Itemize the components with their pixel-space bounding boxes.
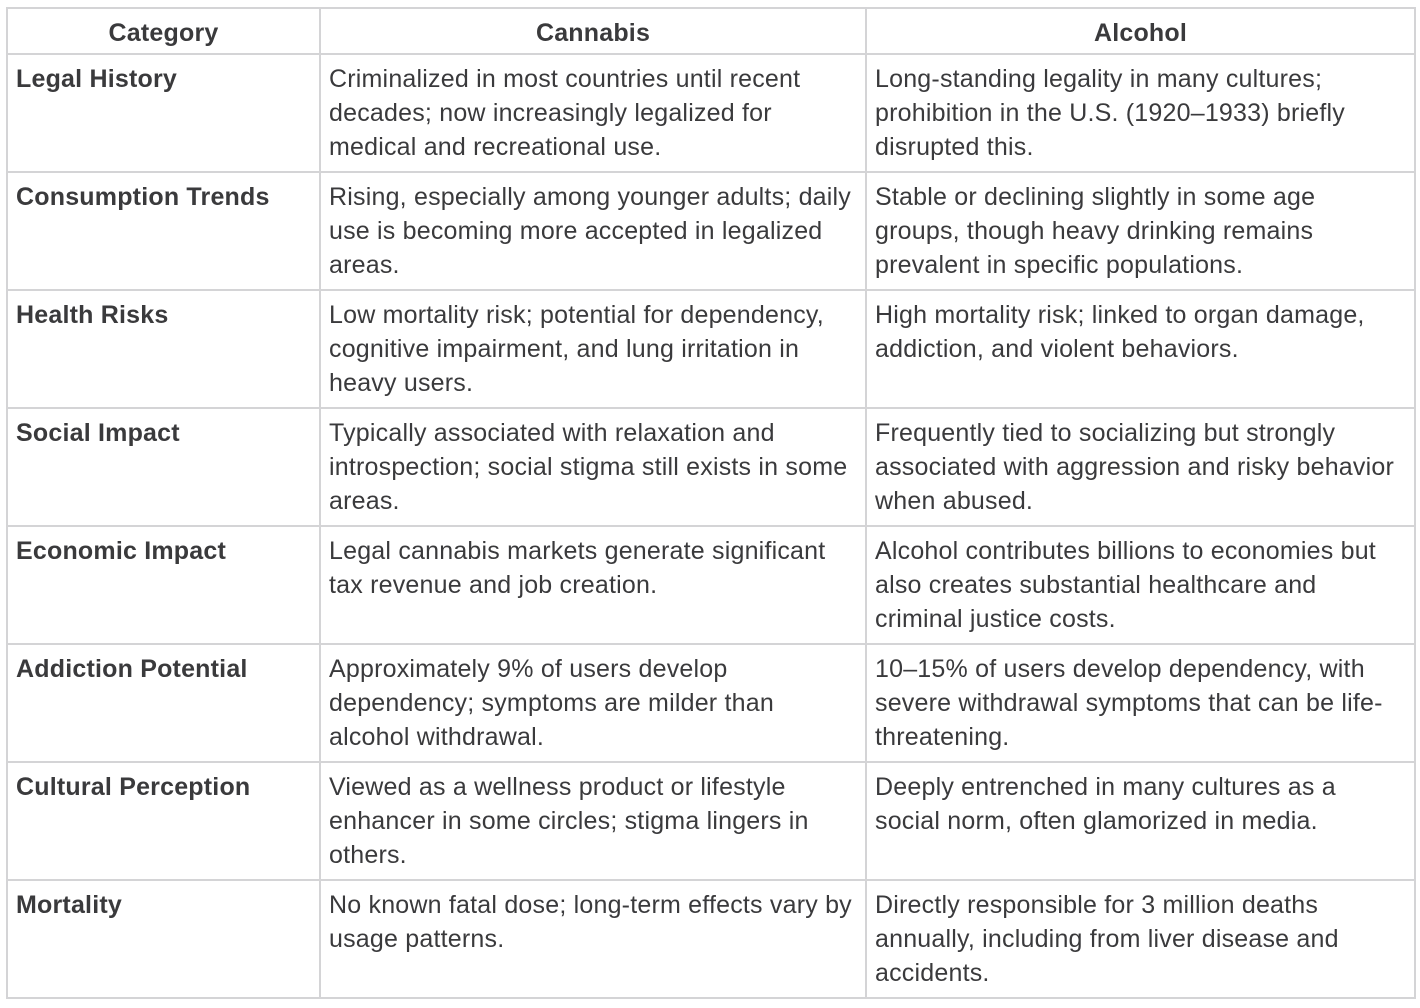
- category-cell: Legal History: [6, 53, 321, 173]
- alcohol-cell: 10–15% of users develop dependency, with…: [865, 643, 1416, 763]
- header-alcohol: Alcohol: [865, 7, 1416, 55]
- comparison-table: Category Cannabis Alcohol Legal History …: [6, 7, 1416, 999]
- alcohol-cell: Directly responsible for 3 million death…: [865, 879, 1416, 999]
- category-cell: Addiction Potential: [6, 643, 321, 763]
- alcohol-cell: High mortality risk; linked to organ dam…: [865, 289, 1416, 409]
- alcohol-cell: Deeply entrenched in many cultures as a …: [865, 761, 1416, 881]
- category-cell: Economic Impact: [6, 525, 321, 645]
- alcohol-cell: Long-standing legality in many cultures;…: [865, 53, 1416, 173]
- cannabis-cell: Rising, especially among younger adults;…: [319, 171, 867, 291]
- cannabis-cell: Criminalized in most countries until rec…: [319, 53, 867, 173]
- table-row: Cultural Perception Viewed as a wellness…: [6, 761, 1416, 881]
- table-row: Mortality No known fatal dose; long-term…: [6, 879, 1416, 999]
- category-cell: Mortality: [6, 879, 321, 999]
- cannabis-cell: No known fatal dose; long-term effects v…: [319, 879, 867, 999]
- table-row: Addiction Potential Approximately 9% of …: [6, 643, 1416, 763]
- table-row: Health Risks Low mortality risk; potenti…: [6, 289, 1416, 409]
- cannabis-cell: Typically associated with relaxation and…: [319, 407, 867, 527]
- header-category: Category: [6, 7, 321, 55]
- table-row: Economic Impact Legal cannabis markets g…: [6, 525, 1416, 645]
- cannabis-cell: Viewed as a wellness product or lifestyl…: [319, 761, 867, 881]
- category-cell: Consumption Trends: [6, 171, 321, 291]
- cannabis-cell: Approximately 9% of users develop depend…: [319, 643, 867, 763]
- category-cell: Health Risks: [6, 289, 321, 409]
- category-cell: Cultural Perception: [6, 761, 321, 881]
- table-row: Consumption Trends Rising, especially am…: [6, 171, 1416, 291]
- category-cell: Social Impact: [6, 407, 321, 527]
- alcohol-cell: Frequently tied to socializing but stron…: [865, 407, 1416, 527]
- cannabis-cell: Legal cannabis markets generate signific…: [319, 525, 867, 645]
- cannabis-cell: Low mortality risk; potential for depend…: [319, 289, 867, 409]
- header-cannabis: Cannabis: [319, 7, 867, 55]
- table-row: Legal History Criminalized in most count…: [6, 53, 1416, 173]
- table-header-row: Category Cannabis Alcohol: [6, 7, 1416, 55]
- alcohol-cell: Stable or declining slightly in some age…: [865, 171, 1416, 291]
- alcohol-cell: Alcohol contributes billions to economie…: [865, 525, 1416, 645]
- table-row: Social Impact Typically associated with …: [6, 407, 1416, 527]
